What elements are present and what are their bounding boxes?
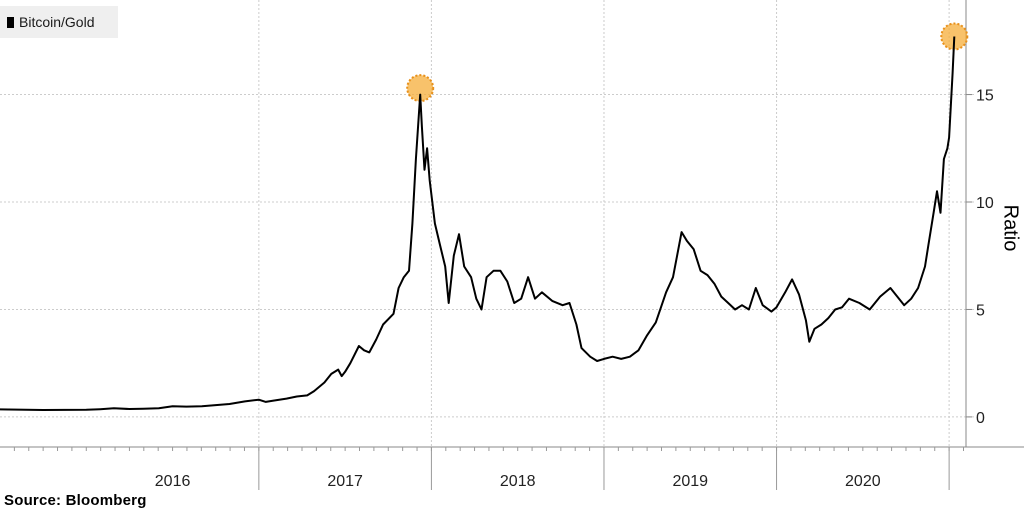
grid-lines <box>0 0 975 447</box>
legend: Bitcoin/Gold <box>0 6 118 38</box>
legend-swatch <box>7 16 14 28</box>
x-axis-ticks: 2016 2017 2018 2019 2020 <box>13 447 964 490</box>
legend-label: Bitcoin/Gold <box>19 14 95 30</box>
axes <box>0 0 1024 448</box>
highlight-markers <box>406 22 969 103</box>
source-note: Source: Bloomberg <box>4 492 147 509</box>
x-tick-label: 2019 <box>672 473 708 490</box>
x-tick-label: 2017 <box>327 473 363 490</box>
y-axis-label: Ratio <box>999 204 1022 252</box>
y-tick-label: 10 <box>976 195 994 212</box>
series-line-bitcoin-gold <box>0 36 956 411</box>
x-tick-label: 2016 <box>155 473 191 490</box>
series-layer <box>0 36 956 411</box>
x-tick-label: 2020 <box>845 473 881 490</box>
y-tick-label: 5 <box>976 302 985 319</box>
y-tick-label: 0 <box>976 410 985 427</box>
x-tick-label: 2018 <box>500 473 536 490</box>
y-axis-ticks: 0 5 10 15 <box>966 88 994 427</box>
y-tick-label: 15 <box>976 88 994 105</box>
